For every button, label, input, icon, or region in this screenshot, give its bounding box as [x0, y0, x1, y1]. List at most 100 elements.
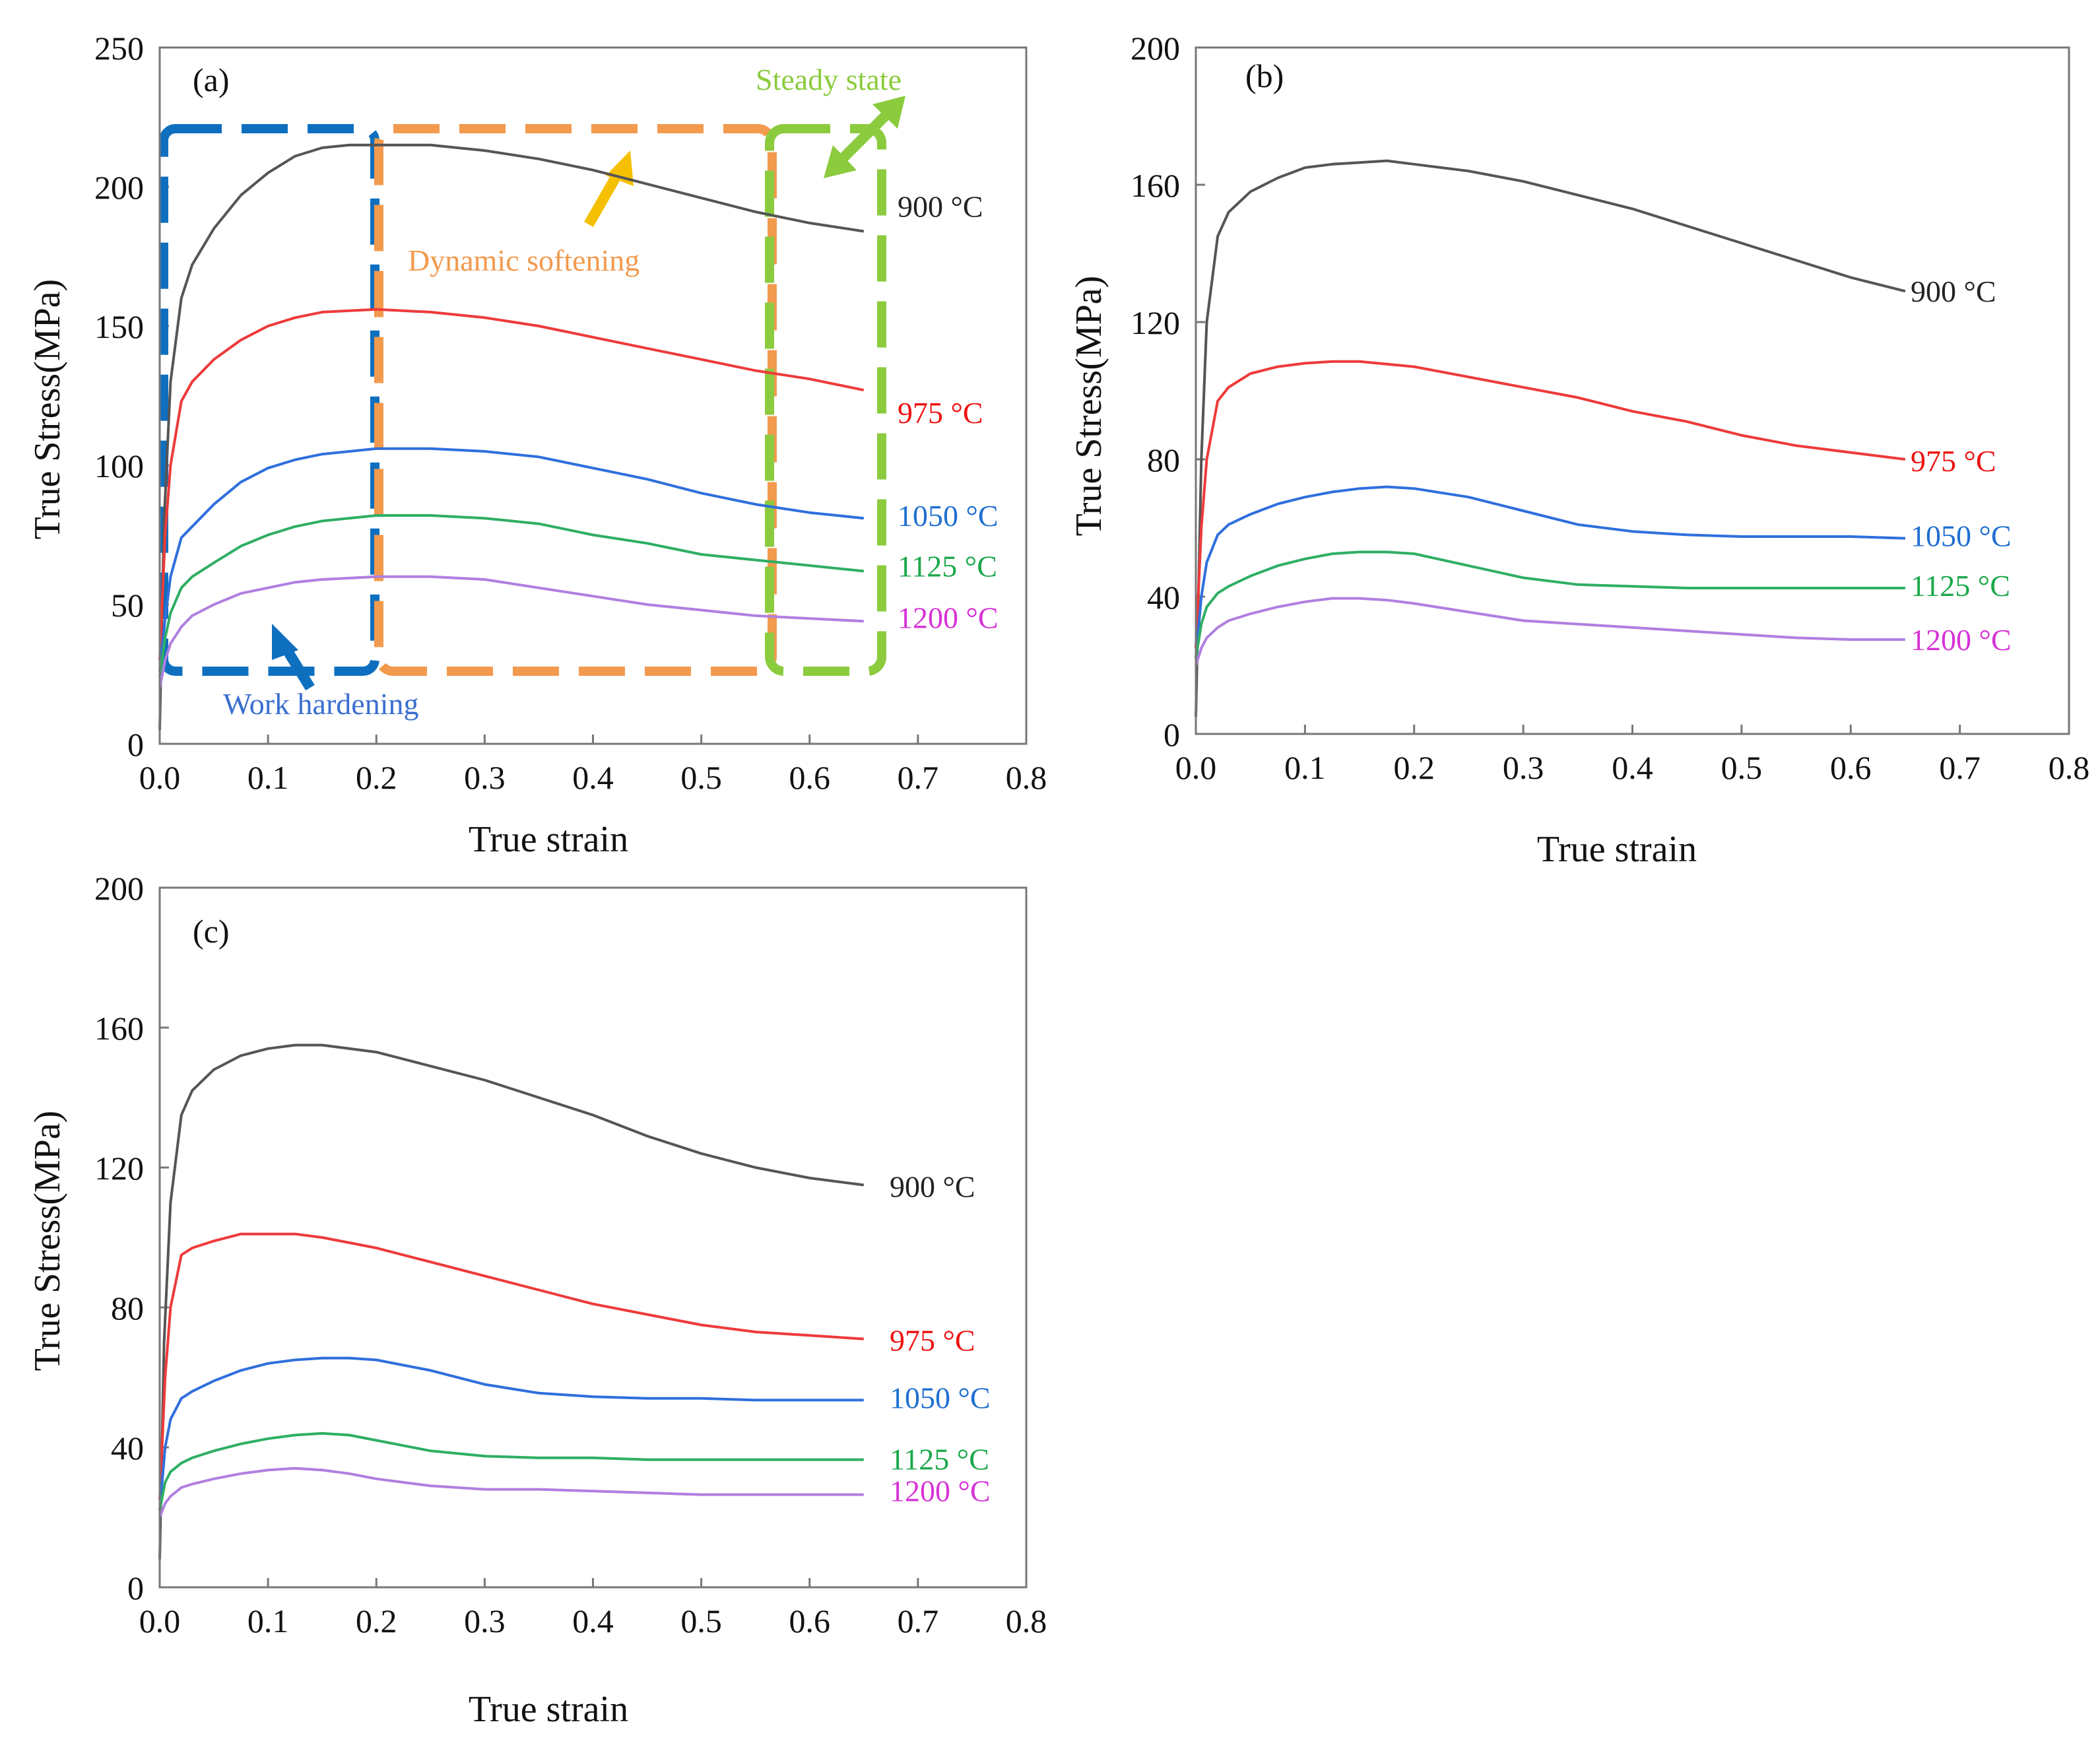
panel-b-series-label-1: 900 °C [1911, 275, 1996, 308]
panel-c-yticks: 0 40 80 120 160 200 [94, 870, 169, 1606]
panel-c-series-line-4 [158, 1432, 864, 1511]
panel-a-series-line-4 [158, 514, 865, 677]
panel-c-ytick-label: 80 [111, 1290, 144, 1327]
panel-a-xtick-label: 0.8 [1006, 759, 1047, 796]
panel-b-series-labels: 900 °C 975 °C 1050 °C 1125 °C 1200 °C [1911, 275, 2012, 657]
dynamic-softening-region [374, 124, 777, 676]
panel-a-label: (a) [193, 61, 230, 98]
panel-b-series-label-2: 975 °C [1911, 444, 1996, 478]
panel-b-xtick-label: 0.2 [1394, 749, 1435, 786]
panel-b-series-line-2 [1195, 360, 1906, 649]
steady-state-label: Steady state [756, 63, 902, 96]
panel-c-xtick-label: 0.0 [139, 1602, 181, 1639]
panel-c-ylabel: True Stress(MPa) [27, 1111, 68, 1371]
panel-c-series [158, 1043, 865, 1560]
panel-a-yticks: 0 50 100 150 200 250 [94, 30, 169, 763]
panel-b-ytick-label: 200 [1131, 30, 1180, 67]
panel-c-xtick-label: 0.3 [464, 1602, 506, 1639]
panel-b-xtick-label: 0.1 [1284, 749, 1326, 786]
panel-c-label: (c) [193, 913, 230, 950]
panel-c-xtick-label: 0.5 [680, 1602, 722, 1639]
panel-a-ytick-label: 50 [111, 587, 144, 624]
panel-b-ytick-label: 160 [1131, 167, 1180, 204]
work-hardening-arrow [272, 624, 315, 691]
panel-c-series-label-2: 975 °C [890, 1324, 975, 1358]
panel-b-xtick-label: 0.4 [1612, 749, 1653, 786]
panel-c-xtick-label: 0.8 [1006, 1602, 1047, 1639]
panel-b-series-line-3 [1195, 485, 1905, 659]
panel-b-series-line-1 [1195, 159, 1906, 717]
panel-c-series-line-2 [158, 1232, 864, 1500]
panel-a-series-line-2 [158, 308, 865, 661]
panel-c-plot-frame [158, 886, 1028, 1589]
panel-a: (a) True strain True Stress(MPa) 0.0 0.1 0… [27, 30, 1047, 860]
panel-c-ytick-label: 40 [111, 1430, 144, 1467]
panel-b-plot-frame [1195, 46, 2070, 735]
panel-c-series-line-3 [158, 1356, 864, 1511]
panel-a-xtick-label: 0.6 [789, 759, 831, 796]
panel-c-xtick-label: 0.2 [356, 1602, 397, 1639]
panel-b-xtick-label: 0.7 [1939, 749, 1981, 786]
panel-a-annotations: Work hardening Dynamic softening Steady … [159, 63, 905, 721]
panel-b-label: (b) [1245, 57, 1284, 94]
panel-a-series-label-3: 1050 °C [898, 499, 999, 533]
panel-a-ylabel: True Stress(MPa) [27, 279, 68, 540]
panel-a-xtick-label: 0.5 [680, 759, 722, 796]
panel-b-ytick-label: 40 [1147, 579, 1180, 616]
panel-c-series-line-5 [158, 1467, 864, 1518]
panel-c-series-label-1: 900 °C [890, 1170, 975, 1204]
panel-a-xlabel: True strain [469, 819, 628, 860]
panel-b-xtick-label: 0.3 [1503, 749, 1544, 786]
panel-b-xtick-label: 0.5 [1721, 749, 1763, 786]
panel-b-ytick-label: 80 [1147, 442, 1180, 478]
panel-c-ytick-label: 200 [94, 870, 144, 907]
panel-a-xticks: 0.0 0.1 0.2 0.3 0.4 0.5 0.6 0.7 0.8 [139, 735, 1047, 796]
panel-c-series-label-5: 1200 °C [890, 1474, 991, 1508]
panel-a-ytick-label: 150 [94, 308, 144, 345]
panel-b-yticks: 0 40 80 120 160 200 [1131, 30, 1205, 753]
panel-a-series [158, 143, 865, 730]
panel-a-xtick-label: 0.1 [247, 759, 289, 796]
panel-a-series-line-1 [158, 143, 865, 730]
panel-c-xlabel: True strain [469, 1689, 628, 1730]
panel-c-xtick-label: 0.1 [247, 1602, 289, 1639]
panel-c-ytick-label: 120 [94, 1150, 144, 1187]
work-hardening-label: Work hardening [223, 687, 418, 721]
panel-a-series-label-1: 900 °C [898, 190, 983, 224]
panel-a-series-labels: 900 °C 975 °C 1050 °C 1125 °C 1200 °C [898, 190, 999, 635]
panel-c-series-label-4: 1125 °C [890, 1443, 989, 1476]
panel-b-xticks: 0.0 0.1 0.2 0.3 0.4 0.5 0.6 0.7 0.8 [1175, 725, 2090, 786]
panel-c-xtick-label: 0.6 [789, 1602, 831, 1639]
panel-c-xticks: 0.0 0.1 0.2 0.3 0.4 0.5 0.6 0.7 0.8 [139, 1578, 1047, 1639]
panel-c-xtick-label: 0.7 [898, 1602, 939, 1639]
panel-c-series-line-1 [158, 1043, 865, 1560]
panel-a-series-label-2: 975 °C [898, 396, 983, 430]
panel-a-series-label-4: 1125 °C [898, 549, 997, 583]
panel-a-plot-frame [158, 46, 1028, 745]
panel-a-ytick-label: 100 [94, 447, 144, 484]
work-hardening-region [159, 124, 379, 676]
panel-a-ytick-label: 0 [127, 726, 144, 763]
panel-b-xtick-label: 0.8 [2049, 749, 2090, 786]
panel-b-series-line-5 [1195, 597, 1905, 666]
panel-a-xtick-label: 0.3 [464, 759, 506, 796]
panel-a-series-line-5 [158, 575, 864, 688]
panel-b-series-line-4 [1195, 550, 1905, 659]
panel-b-xlabel: True strain [1537, 829, 1697, 870]
panel-c-xtick-label: 0.4 [572, 1602, 614, 1639]
panel-b-series-label-5: 1200 °C [1911, 623, 2012, 657]
panel-b-xtick-label: 0.6 [1830, 749, 1872, 786]
panel-a-series-line-3 [158, 447, 865, 672]
panel-b-xtick-label: 0.0 [1175, 749, 1217, 786]
panel-a-xtick-label: 0.2 [356, 759, 397, 796]
panel-b-ylabel: True Stress(MPa) [1068, 276, 1109, 537]
panel-b-series-label-4: 1125 °C [1911, 569, 2010, 603]
panel-b-ytick-label: 120 [1131, 304, 1180, 341]
steady-state-region [765, 124, 886, 676]
panel-c-series-label-3: 1050 °C [890, 1381, 991, 1414]
dynamic-softening-label: Dynamic softening [408, 244, 640, 277]
panel-a-ytick-label: 200 [94, 169, 144, 206]
panel-a-series-label-5: 1200 °C [898, 601, 999, 634]
